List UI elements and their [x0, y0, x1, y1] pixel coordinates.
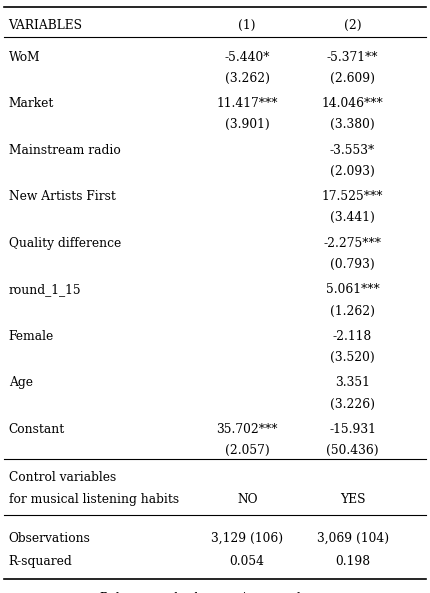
Text: 17.525***: 17.525***: [322, 190, 384, 203]
Text: (0.793): (0.793): [330, 258, 375, 271]
Text: Quality difference: Quality difference: [9, 237, 121, 250]
Text: -15.931: -15.931: [329, 423, 376, 436]
Text: NO: NO: [237, 493, 258, 506]
Text: Control variables: Control variables: [9, 471, 116, 484]
Text: 3,129 (106): 3,129 (106): [211, 532, 283, 545]
Text: Market: Market: [9, 97, 54, 110]
Text: (3.262): (3.262): [225, 72, 270, 85]
Text: WoM: WoM: [9, 50, 40, 63]
Text: 0.054: 0.054: [230, 554, 265, 568]
Text: 3,069 (104): 3,069 (104): [316, 532, 389, 545]
Text: -2.275***: -2.275***: [324, 237, 381, 250]
Text: (2.609): (2.609): [330, 72, 375, 85]
Text: -5.440*: -5.440*: [224, 50, 270, 63]
Text: Mainstream radio: Mainstream radio: [9, 144, 120, 157]
Text: Age: Age: [9, 377, 33, 390]
Text: 0.198: 0.198: [335, 554, 370, 568]
Text: Constant: Constant: [9, 423, 65, 436]
Text: (3.226): (3.226): [330, 398, 375, 410]
Text: Female: Female: [9, 330, 54, 343]
Text: YES: YES: [340, 493, 365, 506]
Text: (3.520): (3.520): [330, 351, 375, 364]
Text: 11.417***: 11.417***: [216, 97, 278, 110]
Text: (1.262): (1.262): [330, 305, 375, 317]
Text: (2): (2): [344, 18, 361, 31]
Text: 35.702***: 35.702***: [216, 423, 278, 436]
Text: (2.093): (2.093): [330, 165, 375, 178]
Text: 5.061***: 5.061***: [326, 283, 379, 296]
Text: for musical listening habits: for musical listening habits: [9, 493, 179, 506]
Text: 14.046***: 14.046***: [322, 97, 384, 110]
Text: -3.553*: -3.553*: [330, 144, 375, 157]
Text: (2.057): (2.057): [225, 444, 270, 457]
Text: (3.901): (3.901): [225, 119, 270, 131]
Text: -5.371**: -5.371**: [327, 50, 378, 63]
Text: (3.380): (3.380): [330, 119, 375, 131]
Text: (1): (1): [239, 18, 256, 31]
Text: R-squared: R-squared: [9, 554, 72, 568]
Text: (3.441): (3.441): [330, 212, 375, 224]
Text: Observations: Observations: [9, 532, 90, 545]
Text: round_1_15: round_1_15: [9, 283, 81, 296]
Text: (50.436): (50.436): [326, 444, 379, 457]
Text: New Artists First: New Artists First: [9, 190, 116, 203]
Text: VARIABLES: VARIABLES: [9, 18, 83, 31]
Text: -2.118: -2.118: [333, 330, 372, 343]
Text: 3.351: 3.351: [335, 377, 370, 390]
